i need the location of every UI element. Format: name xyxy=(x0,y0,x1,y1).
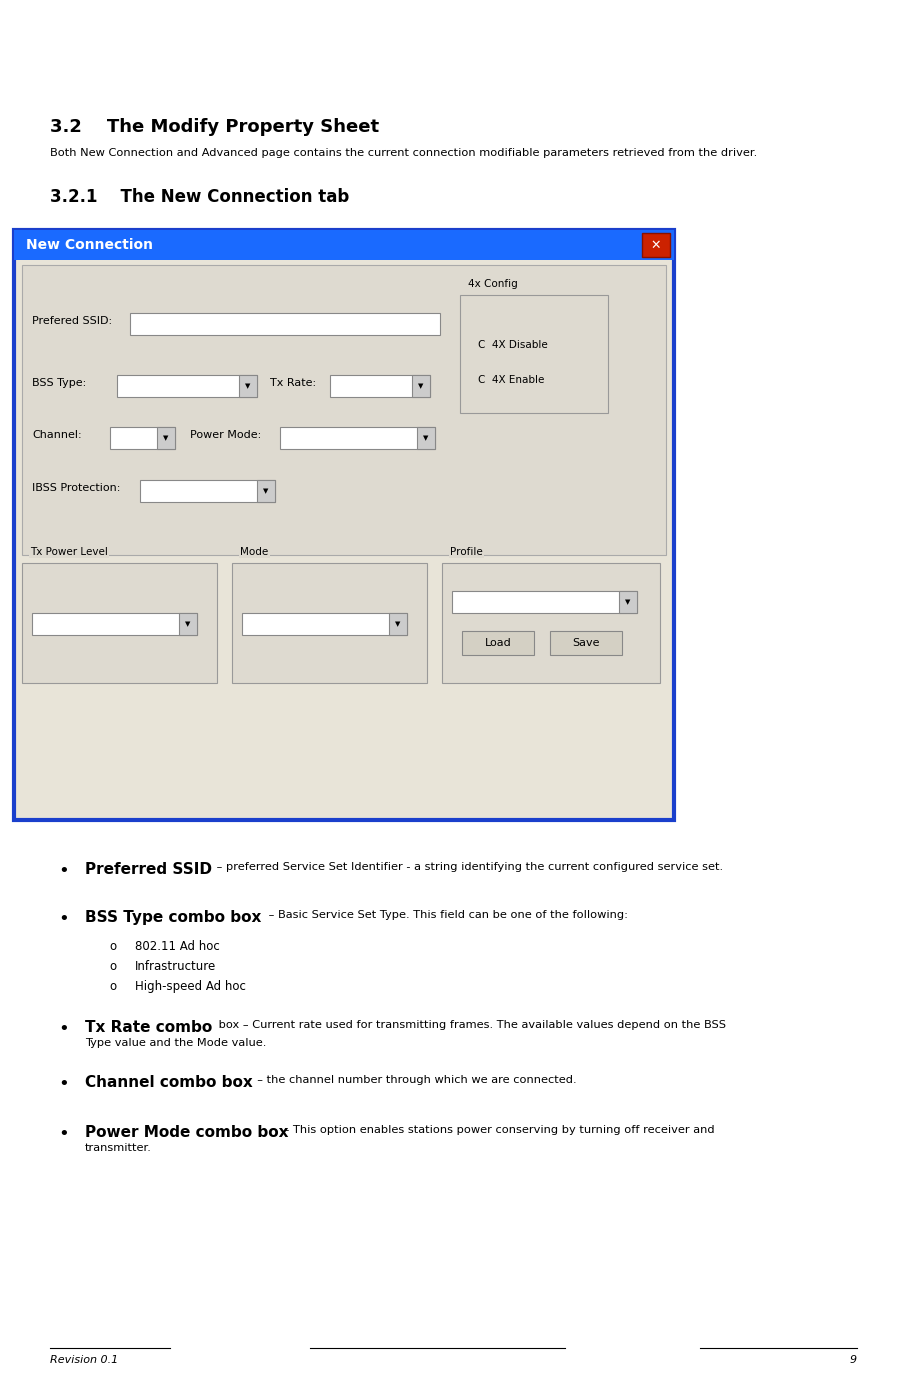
Text: – preferred Service Set Identifier - a string identifying the current configured: – preferred Service Set Identifier - a s… xyxy=(213,862,723,871)
Text: C  4X Enable: C 4X Enable xyxy=(478,374,544,386)
Text: •: • xyxy=(58,1125,69,1143)
Text: Tx Rate:: Tx Rate: xyxy=(270,379,317,388)
FancyBboxPatch shape xyxy=(417,427,435,450)
Text: box – Current rate used for transmitting frames. The available values depend on : box – Current rate used for transmitting… xyxy=(215,1020,726,1030)
Text: Prefered SSID:: Prefered SSID: xyxy=(32,316,112,326)
Text: Preferred SSID: Preferred SSID xyxy=(85,862,212,877)
FancyBboxPatch shape xyxy=(452,592,637,612)
Text: ▼: ▼ xyxy=(245,383,250,388)
Text: Tx Rate combo: Tx Rate combo xyxy=(85,1020,212,1036)
FancyBboxPatch shape xyxy=(22,264,666,555)
FancyBboxPatch shape xyxy=(389,612,407,635)
FancyBboxPatch shape xyxy=(412,374,430,397)
FancyBboxPatch shape xyxy=(110,427,175,450)
Text: – Basic Service Set Type. This field can be one of the following:: – Basic Service Set Type. This field can… xyxy=(265,910,628,920)
Text: •: • xyxy=(58,1020,69,1038)
FancyBboxPatch shape xyxy=(619,592,637,612)
FancyBboxPatch shape xyxy=(239,374,257,397)
Text: 802.11 Ad hoc: 802.11 Ad hoc xyxy=(135,940,219,954)
Text: ▼: ▼ xyxy=(163,434,169,441)
FancyBboxPatch shape xyxy=(140,480,275,503)
Text: Channel combo box: Channel combo box xyxy=(85,1075,253,1090)
Text: Revision 0.1: Revision 0.1 xyxy=(50,1354,118,1366)
Text: o: o xyxy=(109,980,116,992)
FancyBboxPatch shape xyxy=(14,230,674,820)
Text: ▼: ▼ xyxy=(424,434,429,441)
FancyBboxPatch shape xyxy=(130,313,440,335)
Text: o: o xyxy=(109,960,116,973)
Text: BSS Type:: BSS Type: xyxy=(32,379,86,388)
Text: Both New Connection and Advanced page contains the current connection modifiable: Both New Connection and Advanced page co… xyxy=(50,148,757,159)
FancyBboxPatch shape xyxy=(232,562,427,683)
Text: C  4X Disable: C 4X Disable xyxy=(478,340,548,349)
Text: 9: 9 xyxy=(850,1354,857,1366)
Text: ▼: ▼ xyxy=(263,489,268,494)
Text: •: • xyxy=(58,862,69,880)
Text: 3.2    The Modify Property Sheet: 3.2 The Modify Property Sheet xyxy=(50,118,379,136)
Text: 3.2.1    The New Connection tab: 3.2.1 The New Connection tab xyxy=(50,188,349,206)
Text: ▼: ▼ xyxy=(395,621,401,626)
FancyBboxPatch shape xyxy=(32,612,197,635)
FancyBboxPatch shape xyxy=(550,631,622,656)
FancyBboxPatch shape xyxy=(242,612,407,635)
Text: o: o xyxy=(109,940,116,954)
FancyBboxPatch shape xyxy=(157,427,175,450)
FancyBboxPatch shape xyxy=(22,562,217,683)
Text: Tx Power Level: Tx Power Level xyxy=(30,547,108,557)
Text: ▼: ▼ xyxy=(185,621,190,626)
Text: Type value and the Mode value.: Type value and the Mode value. xyxy=(85,1038,267,1048)
Text: Save: Save xyxy=(572,638,600,649)
Text: Power Mode combo box: Power Mode combo box xyxy=(85,1125,288,1140)
Text: IBSS Protection:: IBSS Protection: xyxy=(32,483,121,493)
Text: Mode: Mode xyxy=(240,547,268,557)
Text: Profile: Profile xyxy=(450,547,483,557)
Text: ▼: ▼ xyxy=(625,599,630,606)
Text: BSS Type combo box: BSS Type combo box xyxy=(85,910,261,926)
Text: ▼: ▼ xyxy=(418,383,424,388)
FancyBboxPatch shape xyxy=(442,562,660,683)
Text: transmitter.: transmitter. xyxy=(85,1143,151,1153)
FancyBboxPatch shape xyxy=(117,374,257,397)
FancyBboxPatch shape xyxy=(179,612,197,635)
Text: Load: Load xyxy=(484,638,512,649)
Text: Channel:: Channel: xyxy=(32,430,82,440)
Text: 4x Config: 4x Config xyxy=(468,278,518,290)
FancyBboxPatch shape xyxy=(14,230,674,260)
Text: •: • xyxy=(58,1075,69,1093)
FancyBboxPatch shape xyxy=(462,631,534,656)
Text: New Connection: New Connection xyxy=(26,238,153,252)
Text: Infrastructure: Infrastructure xyxy=(135,960,216,973)
Text: – This option enables stations power conserving by turning off receiver and: – This option enables stations power con… xyxy=(280,1125,715,1134)
FancyBboxPatch shape xyxy=(330,374,430,397)
FancyBboxPatch shape xyxy=(280,427,435,450)
Text: High-speed Ad hoc: High-speed Ad hoc xyxy=(135,980,246,992)
Text: Power Mode:: Power Mode: xyxy=(190,430,261,440)
Text: ✕: ✕ xyxy=(650,238,661,252)
Text: •: • xyxy=(58,910,69,928)
FancyBboxPatch shape xyxy=(642,232,670,258)
Text: – the channel number through which we are connected.: – the channel number through which we ar… xyxy=(250,1075,577,1084)
FancyBboxPatch shape xyxy=(257,480,275,503)
